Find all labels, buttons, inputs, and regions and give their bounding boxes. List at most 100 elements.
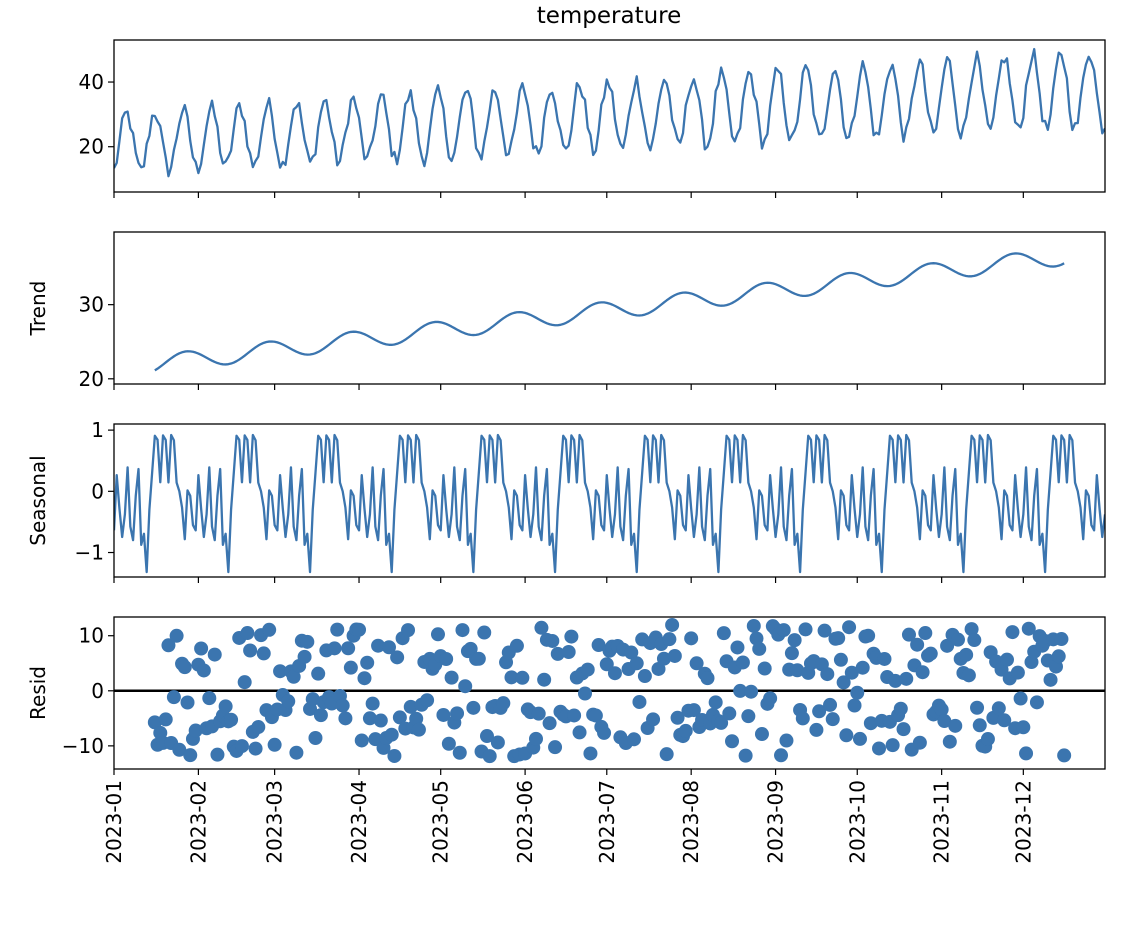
observed-frame: [113, 39, 1106, 193]
resid-point: [684, 631, 699, 646]
resid-point: [855, 660, 870, 675]
resid-point: [430, 627, 445, 642]
resid-point: [343, 660, 358, 675]
resid-point: [1029, 695, 1044, 710]
seasonal-data: [114, 433, 1105, 574]
resid-point: [420, 693, 435, 708]
resid-point: [820, 667, 835, 682]
y-tick-label: 40: [79, 70, 104, 94]
resid-point: [847, 698, 862, 713]
resid-point: [207, 647, 222, 662]
resid-point: [381, 640, 396, 655]
observed-line: [114, 47, 1105, 178]
resid-point: [716, 626, 731, 641]
y-tick-label: 0: [91, 479, 104, 503]
resid-point: [177, 660, 192, 675]
resid-point: [741, 709, 756, 724]
resid-point: [1010, 665, 1025, 680]
trend-frame: [113, 231, 1106, 385]
resid-point: [670, 710, 685, 725]
resid-point: [330, 622, 345, 637]
resid-point: [752, 641, 767, 656]
resid-point: [572, 725, 587, 740]
x-tick-label: 2023-09: [764, 780, 788, 864]
resid-point: [1019, 746, 1034, 761]
resid-point: [218, 699, 233, 714]
resid-point: [147, 715, 162, 730]
resid-point: [172, 742, 187, 757]
resid-point: [877, 651, 892, 666]
resid-point: [763, 691, 778, 706]
resid-point: [833, 652, 848, 667]
resid-point: [531, 706, 546, 721]
resid-point: [550, 646, 565, 661]
x-axis-ticks: 2023-01 2023-02 2023-03 2023-04 2023-05 2023-…: [102, 780, 1035, 864]
resid-point: [308, 730, 323, 745]
resid-point: [754, 727, 769, 742]
resid-point: [757, 661, 772, 676]
resid-point: [564, 629, 579, 644]
resid-point: [180, 695, 195, 710]
y-tick-label: 1: [91, 418, 104, 442]
resid-point: [940, 638, 955, 653]
resid-point: [656, 651, 671, 666]
resid-point: [708, 695, 723, 710]
resid-point: [373, 713, 388, 728]
resid-point: [665, 617, 680, 632]
resid-point: [970, 700, 985, 715]
resid-point: [779, 733, 794, 748]
resid-point: [534, 620, 549, 635]
resid-point: [439, 652, 454, 667]
resid-point: [515, 670, 530, 685]
resid-point: [158, 712, 173, 727]
x-tick-label: 2023-11: [930, 780, 954, 864]
resid-point: [567, 708, 582, 723]
resid-point: [912, 735, 927, 750]
resid-point: [798, 622, 813, 637]
resid-point: [243, 643, 258, 658]
resid-point: [458, 679, 473, 694]
x-tick-label: 2023-02: [186, 780, 210, 864]
resid-point: [735, 655, 750, 670]
resid-point: [790, 663, 805, 678]
resid-point: [738, 748, 753, 763]
resid-point: [923, 646, 938, 661]
resid-point: [972, 718, 987, 733]
resid-point: [627, 732, 642, 747]
resid-point: [580, 662, 595, 677]
resid-point: [583, 746, 598, 761]
resid-point: [248, 741, 263, 756]
resid-point: [289, 745, 304, 760]
resid-point: [169, 628, 184, 643]
resid-point: [863, 716, 878, 731]
resid-point: [327, 641, 342, 656]
panel-trend: 20 30 Trend: [26, 231, 1106, 391]
resid-point: [746, 618, 761, 633]
resid-point: [591, 638, 606, 653]
resid-point: [384, 727, 399, 742]
resid-point: [861, 628, 876, 643]
resid-point: [202, 691, 217, 706]
resid-point: [812, 704, 827, 719]
x-tick-label: 2023-12: [1011, 780, 1035, 864]
x-tick-label: 2023-03: [263, 780, 287, 864]
resid-data: [114, 617, 1105, 764]
x-tick-label: 2023-08: [679, 780, 703, 864]
resid-point: [725, 734, 740, 749]
resid-point: [471, 651, 486, 666]
resid-point: [441, 736, 456, 751]
resid-point: [482, 749, 497, 764]
resid-point: [950, 632, 965, 647]
x-tick-label: 2023-10: [845, 780, 869, 864]
resid-point: [262, 622, 277, 637]
resid-point: [776, 623, 791, 638]
resid-point: [371, 638, 386, 653]
resid-point: [403, 699, 418, 714]
resid-point: [667, 648, 682, 663]
resid-point: [918, 626, 933, 641]
resid-point: [1051, 649, 1066, 664]
resid-point: [809, 722, 824, 737]
resid-point: [910, 637, 925, 652]
resid-point: [899, 671, 914, 686]
